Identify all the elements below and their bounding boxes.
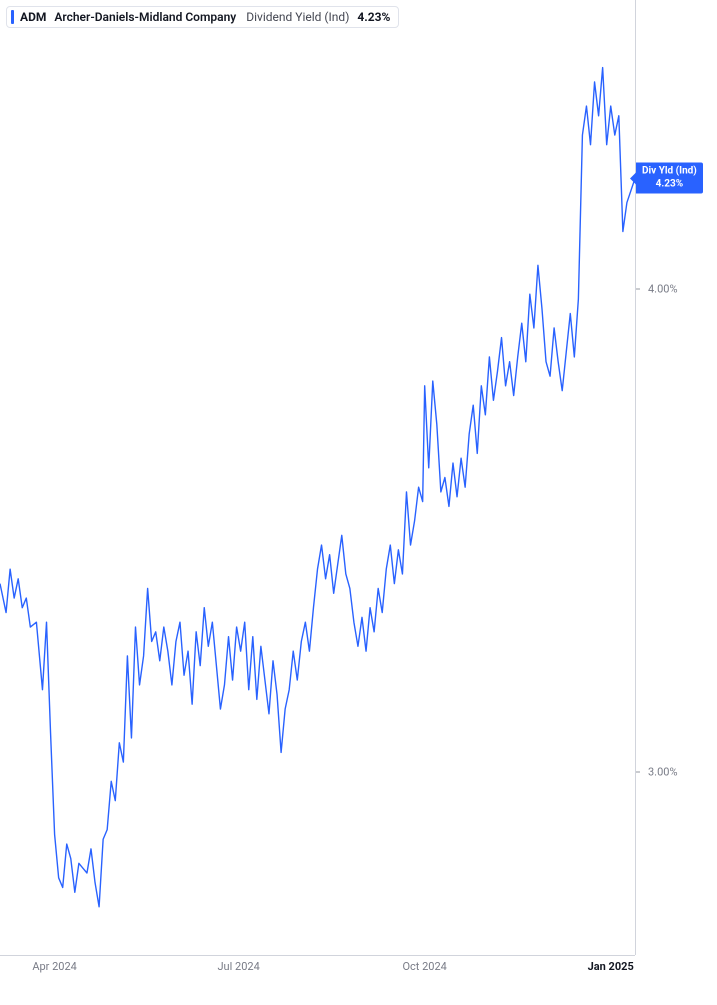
- y-tick-label: 4.00%: [648, 283, 678, 296]
- y-axis-labels: 3.00% 4.00%: [642, 0, 712, 955]
- y-tick-label: 3.00%: [648, 765, 678, 778]
- x-tick-label: Oct 2024: [402, 960, 446, 973]
- line-series: [0, 68, 635, 907]
- y-tick-mark: [636, 771, 640, 772]
- x-tick-label: Jul 2024: [217, 960, 259, 973]
- current-badge-metric: Div Yld (Ind): [642, 166, 697, 179]
- current-badge-value: 4.23%: [642, 178, 697, 191]
- chart-container: ADM Archer-Daniels-Midland Company Divid…: [0, 0, 717, 1005]
- x-tick-label: Jan 2025: [588, 960, 634, 973]
- y-axis-line: [635, 0, 636, 955]
- x-axis-labels: Apr 2024 Jul 2024 Oct 2024 Jan 2025: [0, 960, 635, 980]
- x-tick-label: Apr 2024: [32, 960, 77, 973]
- chart-plot[interactable]: [0, 0, 635, 955]
- x-axis-line: [0, 955, 635, 956]
- y-tick-mark: [636, 289, 640, 290]
- current-value-badge: Div Yld (Ind) 4.23%: [636, 163, 703, 194]
